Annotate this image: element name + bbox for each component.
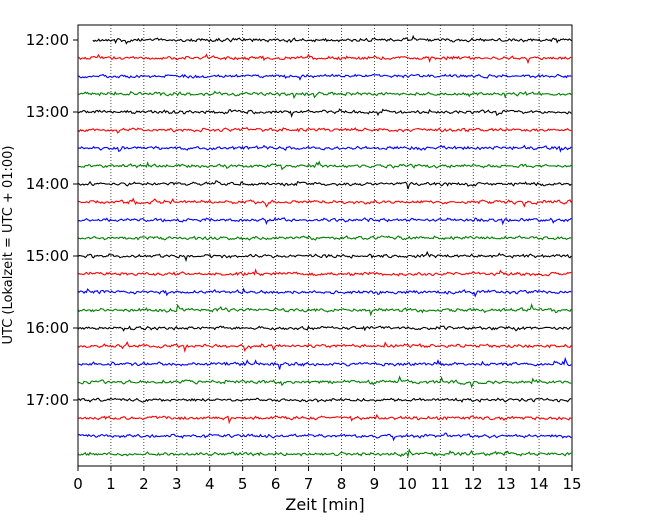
- x-tick-label: 10: [398, 475, 417, 493]
- trace-1730: [77, 432, 572, 442]
- trace-1300: [77, 108, 572, 119]
- x-tick-label: 4: [205, 475, 215, 493]
- x-tick-label: 1: [106, 475, 116, 493]
- trace-1345: [77, 160, 572, 171]
- trace-1430: [77, 217, 572, 226]
- y-tick-label: 13:00: [26, 103, 69, 121]
- trace-1745: [77, 448, 572, 459]
- trace-1600: [77, 325, 572, 332]
- seismic-traces: [77, 34, 572, 459]
- x-tick-label: 13: [497, 475, 516, 493]
- x-tick-label: 5: [238, 475, 248, 493]
- trace-1445: [77, 235, 572, 241]
- trace-1530: [77, 287, 572, 298]
- x-tick-label: 11: [431, 475, 450, 493]
- trace-1630: [77, 356, 572, 370]
- x-axis-label: Zeit [min]: [285, 495, 364, 514]
- y-axis-label: UTC (Lokalzeit = UTC + 01:00): [1, 146, 16, 345]
- plot-frame: [77, 24, 573, 467]
- x-tick-label: 2: [139, 475, 149, 493]
- y-axis-ticks: 12:00 13:00 14:00 15:00 16:00 17:00: [26, 31, 78, 409]
- trace-1200: [92, 34, 572, 45]
- x-tick-label: 0: [73, 475, 83, 493]
- x-tick-label: 14: [530, 475, 549, 493]
- y-tick-label: 17:00: [26, 391, 69, 409]
- y-tick-label: 14:00: [26, 175, 69, 193]
- x-tick-label: 8: [337, 475, 347, 493]
- x-tick-label: 12: [464, 475, 483, 493]
- trace-1215: [77, 53, 572, 65]
- trace-1400: [77, 180, 572, 190]
- x-tick-label: 6: [271, 475, 281, 493]
- trace-1230: [77, 73, 572, 81]
- trace-1500: [77, 250, 572, 263]
- x-axis-ticks: 0 1 2 3 4 5 6 7 8 9 10 11 12 13 14 15: [73, 466, 582, 493]
- trace-1545: [77, 302, 572, 317]
- x-tick-label: 7: [304, 475, 314, 493]
- y-tick-label: 15:00: [26, 247, 69, 265]
- trace-1330: [77, 144, 572, 153]
- trace-1315: [77, 127, 572, 134]
- trace-1515: [77, 268, 572, 277]
- trace-1700: [77, 397, 572, 403]
- y-tick-label: 12:00: [26, 31, 69, 49]
- trace-1615: [77, 340, 572, 353]
- x-tick-label: 3: [172, 475, 182, 493]
- trace-1245: [77, 90, 572, 100]
- trace-1415: [77, 197, 572, 208]
- trace-1715: [77, 413, 572, 425]
- y-tick-label: 16:00: [26, 319, 69, 337]
- x-tick-label: 9: [370, 475, 380, 493]
- x-tick-label: 15: [562, 475, 581, 493]
- trace-1645: [77, 375, 572, 389]
